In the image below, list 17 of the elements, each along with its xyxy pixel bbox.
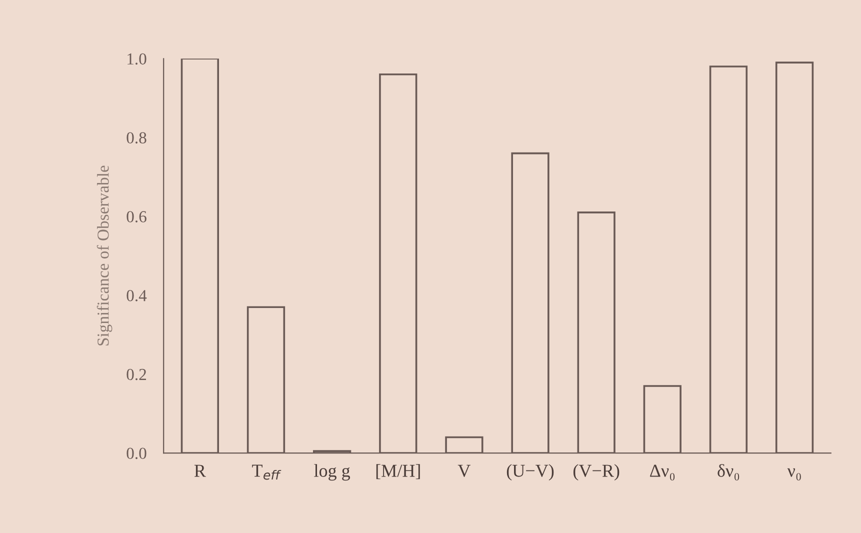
x-tick-label: R	[194, 464, 206, 477]
x-tick-label: V	[458, 464, 471, 477]
y-axis-title: Significance of Observable	[96, 166, 112, 346]
y-tick-label: 0.6	[126, 211, 146, 222]
y-tick-label: 0.8	[126, 132, 146, 144]
y-tick-label: 0.0	[126, 448, 146, 460]
x-tick-label: ν₀	[787, 468, 801, 480]
y-tick-label: 0.4	[126, 290, 147, 302]
x-tick-label: log g	[314, 464, 350, 481]
y-tick-label: 0.2	[126, 368, 146, 380]
x-tick-label: [M/H]	[376, 464, 420, 480]
x-tick-label: Δν₀	[650, 464, 675, 480]
x-tick-label: (V−R)	[573, 464, 620, 481]
x-tick-label: δν₀	[718, 464, 740, 480]
y-tick-label: 1.0	[128, 53, 146, 65]
x-tick-label: T$_{eff}$	[252, 464, 282, 480]
x-tick-label: (U−V)	[506, 464, 554, 481]
